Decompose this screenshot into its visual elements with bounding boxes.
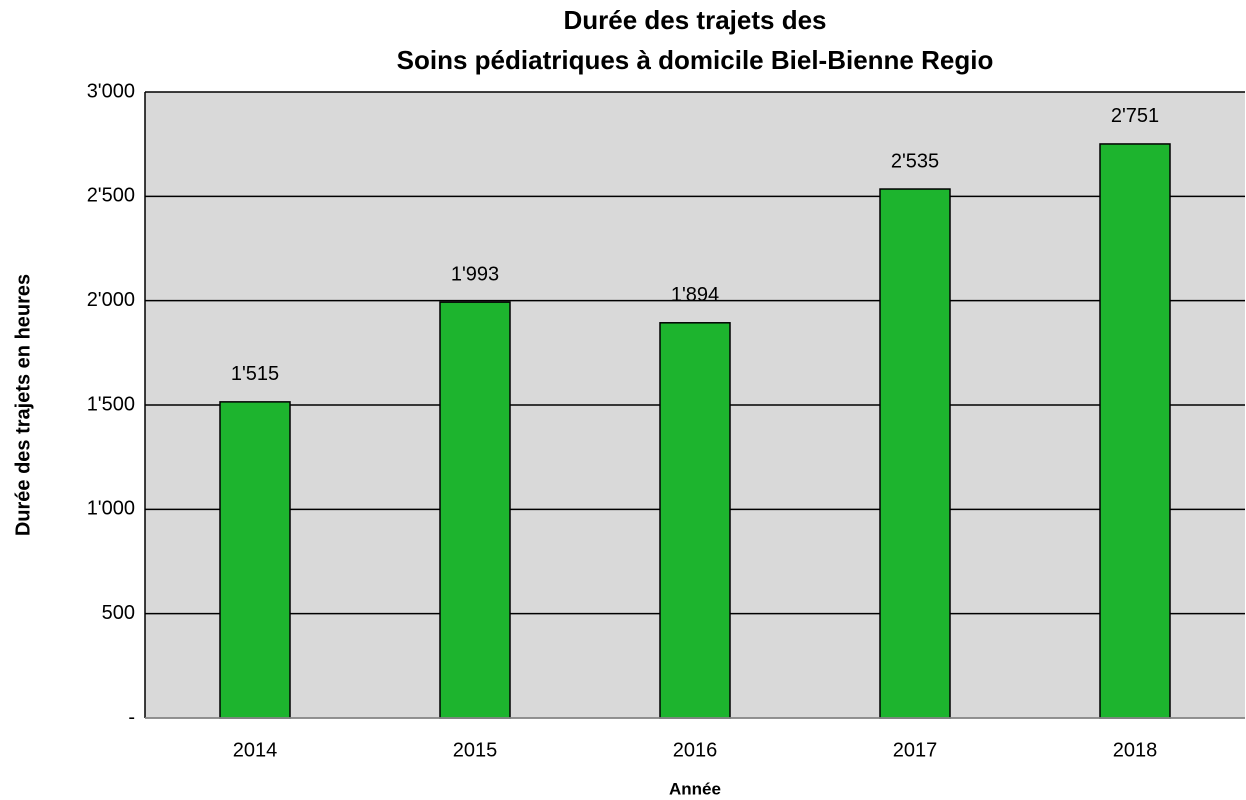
data-label: 1'515 [231, 363, 279, 385]
x-tick-label: 2016 [673, 739, 718, 761]
x-axis-label: Année [669, 779, 721, 798]
y-tick-label: 1'500 [87, 393, 135, 415]
x-tick-label: 2017 [893, 739, 938, 761]
y-tick-label: 500 [102, 602, 135, 624]
y-tick-label: 2'000 [87, 289, 135, 311]
bar [439, 301, 511, 719]
y-tick-label: - [128, 706, 135, 728]
x-tick-label: 2014 [233, 739, 278, 761]
chart-title: Durée des trajets des [563, 5, 826, 35]
y-tick-label: 1'000 [87, 498, 135, 520]
data-label: 2'535 [891, 150, 939, 172]
y-tick-label: 3'000 [87, 80, 135, 102]
x-tick-label: 2015 [453, 739, 498, 761]
bar [659, 322, 731, 719]
data-label: 1'894 [671, 284, 719, 306]
data-label: 2'751 [1111, 105, 1159, 127]
data-label: 1'993 [451, 263, 499, 285]
chart-title: Soins pédiatriques à domicile Biel-Bienn… [397, 45, 994, 75]
y-axis-label: Durée des trajets en heures [12, 274, 34, 536]
x-tick-label: 2018 [1113, 739, 1158, 761]
y-tick-label: 2'500 [87, 185, 135, 207]
bar [1099, 143, 1171, 719]
bar [879, 188, 951, 719]
bar [219, 401, 291, 719]
